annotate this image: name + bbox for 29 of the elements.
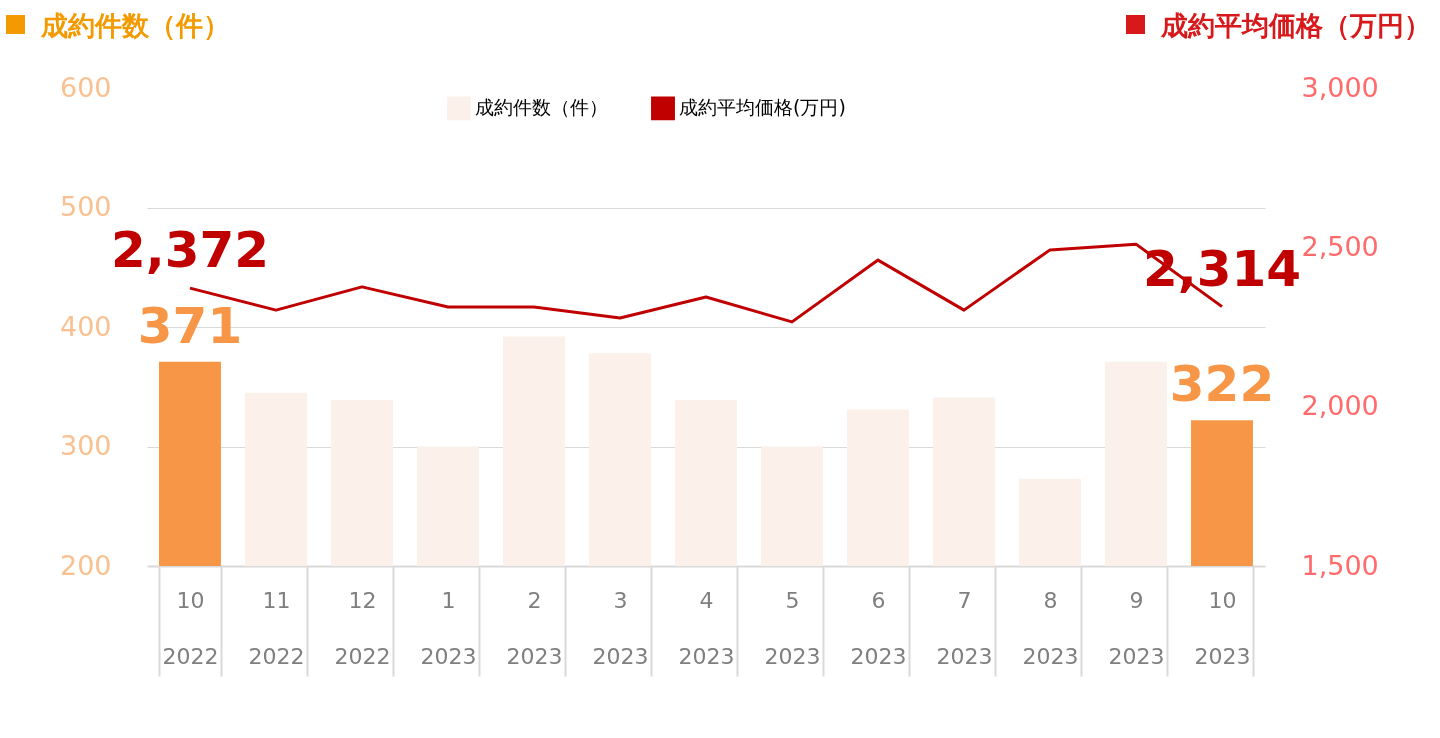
category-label: 11 2022 — [248, 587, 305, 669]
data-label: 371 — [137, 296, 243, 355]
category-label: 1 2023 — [420, 587, 477, 669]
y2-tick-label: 2,000 — [1301, 390, 1379, 422]
category-label: 7 2023 — [936, 587, 993, 669]
category-label: 5 2023 — [764, 587, 821, 669]
y-tick-label: 400 — [59, 310, 112, 342]
data-label: 2,372 — [110, 221, 270, 280]
category-label: 10 2022 — [162, 587, 219, 669]
y-tick-label: 300 — [59, 430, 112, 461]
y-axis-title: 成約件数（件） — [39, 9, 230, 41]
category-label: 8 2023 — [1022, 587, 1079, 669]
y-tick-label: 600 — [59, 71, 112, 103]
category-label: 6 2023 — [850, 587, 907, 669]
y2-tick-label: 3,000 — [1301, 71, 1379, 103]
y2-tick-label: 1,500 — [1301, 549, 1379, 581]
category-label: 4 2023 — [678, 587, 735, 669]
data-label: 322 — [1169, 355, 1275, 414]
category-label: 9 2023 — [1108, 587, 1165, 669]
legend-label: 成約平均価格(万円) — [679, 96, 846, 119]
legend-label: 成約件数（件） — [475, 96, 608, 119]
y2-axis-title: 成約平均価格（万円） — [1159, 9, 1431, 41]
category-label: 2 2023 — [506, 587, 563, 669]
category-label: 3 2023 — [592, 587, 649, 669]
category-label: 10 2023 — [1194, 587, 1251, 669]
category-label: 12 2022 — [334, 587, 391, 669]
y2-tick-label: 2,500 — [1301, 230, 1379, 262]
y-tick-label: 200 — [59, 549, 112, 581]
y-tick-label: 500 — [59, 191, 112, 222]
